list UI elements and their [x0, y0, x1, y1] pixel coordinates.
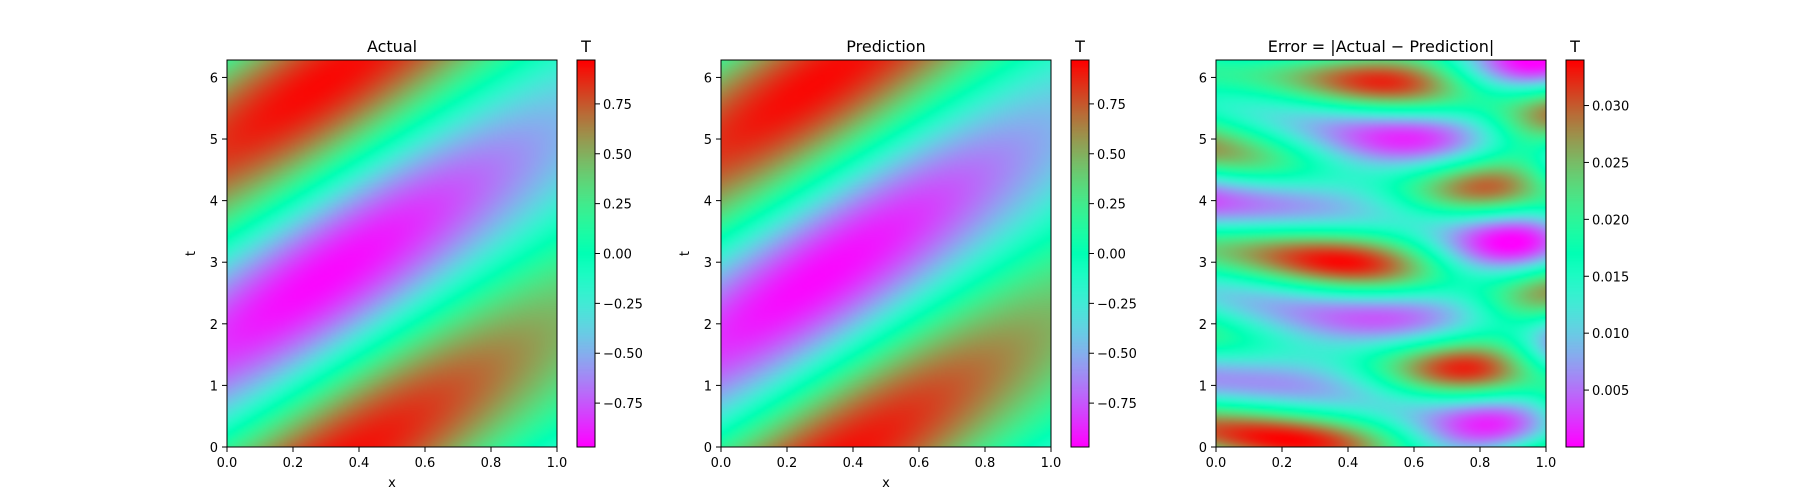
- heatmap-panel-1: Actual 0.0 0.2 0.4 0.6 0.8 1.0 0 1 2 3 4 5 6 x t T −0.75 −…: [184, 37, 643, 491]
- y-tick-label: 3: [704, 256, 712, 271]
- y-axis-label: t: [678, 251, 693, 256]
- y-tick-label: 6: [704, 71, 712, 86]
- heatmap-panel-2: Prediction 0.0 0.2 0.4 0.6 0.8 1.0 0 1 2 3 4 5 6 x t T −0…: [678, 37, 1137, 491]
- x-tick-label: 0.8: [975, 456, 996, 471]
- plot-title: Actual: [367, 37, 417, 56]
- heatmap-image: [721, 60, 1051, 447]
- plot-frame: [720, 59, 1052, 448]
- colorbar-tick-label: −0.50: [603, 347, 643, 362]
- colorbar-gradient: [1071, 60, 1089, 447]
- y-tick-label: 2: [1199, 318, 1207, 333]
- colorbar-tick-label: 0.015: [1592, 270, 1629, 285]
- plot-frame: [1215, 59, 1547, 448]
- colorbar: T −0.75 −0.50 −0.25 0.00 0.25 0.50 0.75: [1070, 37, 1137, 448]
- colorbar-tick-label: 0.25: [1097, 198, 1126, 213]
- heatmap-panel-3: Error = |Actual − Prediction| 0.0 0.2 0.4 0.…: [1199, 37, 1630, 471]
- x-tick-label: 0.0: [217, 456, 238, 471]
- x-tick-label: 1.0: [1041, 456, 1062, 471]
- colorbar-tick-label: 0.50: [1097, 148, 1126, 163]
- x-tick-label: 0.4: [1338, 456, 1359, 471]
- y-tick-label: 0: [210, 441, 218, 456]
- x-tick-label: 0.8: [1470, 456, 1491, 471]
- y-tick-label: 0: [704, 441, 712, 456]
- x-tick-label: 0.2: [777, 456, 798, 471]
- y-tick-label: 5: [210, 133, 218, 148]
- colorbar-gradient: [577, 60, 595, 447]
- x-tick-label: 0.0: [711, 456, 732, 471]
- y-axis-label: t: [184, 251, 199, 256]
- x-tick-label: 1.0: [1536, 456, 1557, 471]
- x-tick-label: 0.6: [909, 456, 930, 471]
- plot-frame: [226, 59, 558, 448]
- colorbar-tick-label: 0.00: [1097, 248, 1126, 263]
- x-axis-label: x: [388, 476, 396, 491]
- x-tick-label: 0.4: [349, 456, 370, 471]
- colorbar-tick-label: −0.75: [603, 397, 643, 412]
- heatmap-image: [227, 60, 557, 447]
- x-tick-label: 0.4: [843, 456, 864, 471]
- y-tick-label: 2: [210, 318, 218, 333]
- x-tick-label: 0.2: [1272, 456, 1293, 471]
- plot-title: Prediction: [846, 37, 925, 56]
- colorbar-tick-label: 0.010: [1592, 327, 1629, 342]
- colorbar-title: T: [1569, 37, 1580, 56]
- x-tick-label: 0.0: [1206, 456, 1227, 471]
- plot-title: Error = |Actual − Prediction|: [1268, 37, 1495, 56]
- x-tick-label: 0.6: [415, 456, 436, 471]
- y-tick-label: 6: [210, 71, 218, 86]
- colorbar-title: T: [580, 37, 591, 56]
- y-tick-label: 3: [210, 256, 218, 271]
- colorbar-tick-label: 0.00: [603, 248, 632, 263]
- colorbar-tick-label: 0.25: [603, 198, 632, 213]
- colorbar: T 0.005 0.010 0.015 0.020 0.025 0.030: [1565, 37, 1629, 448]
- x-tick-label: 0.8: [481, 456, 502, 471]
- x-axis-label: x: [882, 476, 890, 491]
- x-tick-label: 0.6: [1404, 456, 1425, 471]
- y-tick-label: 4: [704, 195, 712, 210]
- y-tick-label: 1: [1199, 379, 1207, 394]
- y-tick-label: 6: [1199, 71, 1207, 86]
- colorbar-tick-label: 0.025: [1592, 156, 1629, 171]
- y-tick-label: 5: [704, 133, 712, 148]
- colorbar-title: T: [1074, 37, 1085, 56]
- y-tick-label: 1: [704, 379, 712, 394]
- colorbar-tick-label: 0.50: [603, 148, 632, 163]
- y-tick-label: 2: [704, 318, 712, 333]
- colorbar-tick-label: 0.020: [1592, 213, 1629, 228]
- colorbar-tick-label: −0.50: [1097, 347, 1137, 362]
- colorbar-frame: [1565, 59, 1585, 448]
- x-tick-label: 0.2: [283, 456, 304, 471]
- colorbar: T −0.75 −0.50 −0.25 0.00 0.25 0.50 0.75: [576, 37, 643, 448]
- x-tick-label: 1.0: [547, 456, 568, 471]
- colorbar-gradient: [1566, 60, 1584, 447]
- heatmap-image: [1216, 60, 1546, 447]
- y-tick-label: 5: [1199, 133, 1207, 148]
- colorbar-tick-label: −0.25: [603, 297, 643, 312]
- colorbar-tick-label: −0.75: [1097, 397, 1137, 412]
- colorbar-tick-label: 0.75: [603, 98, 632, 113]
- colorbar-tick-label: 0.030: [1592, 100, 1629, 115]
- y-tick-label: 1: [210, 379, 218, 394]
- y-tick-label: 4: [210, 195, 218, 210]
- y-tick-label: 0: [1199, 441, 1207, 456]
- colorbar-tick-label: 0.75: [1097, 98, 1126, 113]
- y-tick-label: 3: [1199, 256, 1207, 271]
- colorbar-tick-label: −0.25: [1097, 297, 1137, 312]
- colorbar-tick-label: 0.005: [1592, 384, 1629, 399]
- y-tick-label: 4: [1199, 195, 1207, 210]
